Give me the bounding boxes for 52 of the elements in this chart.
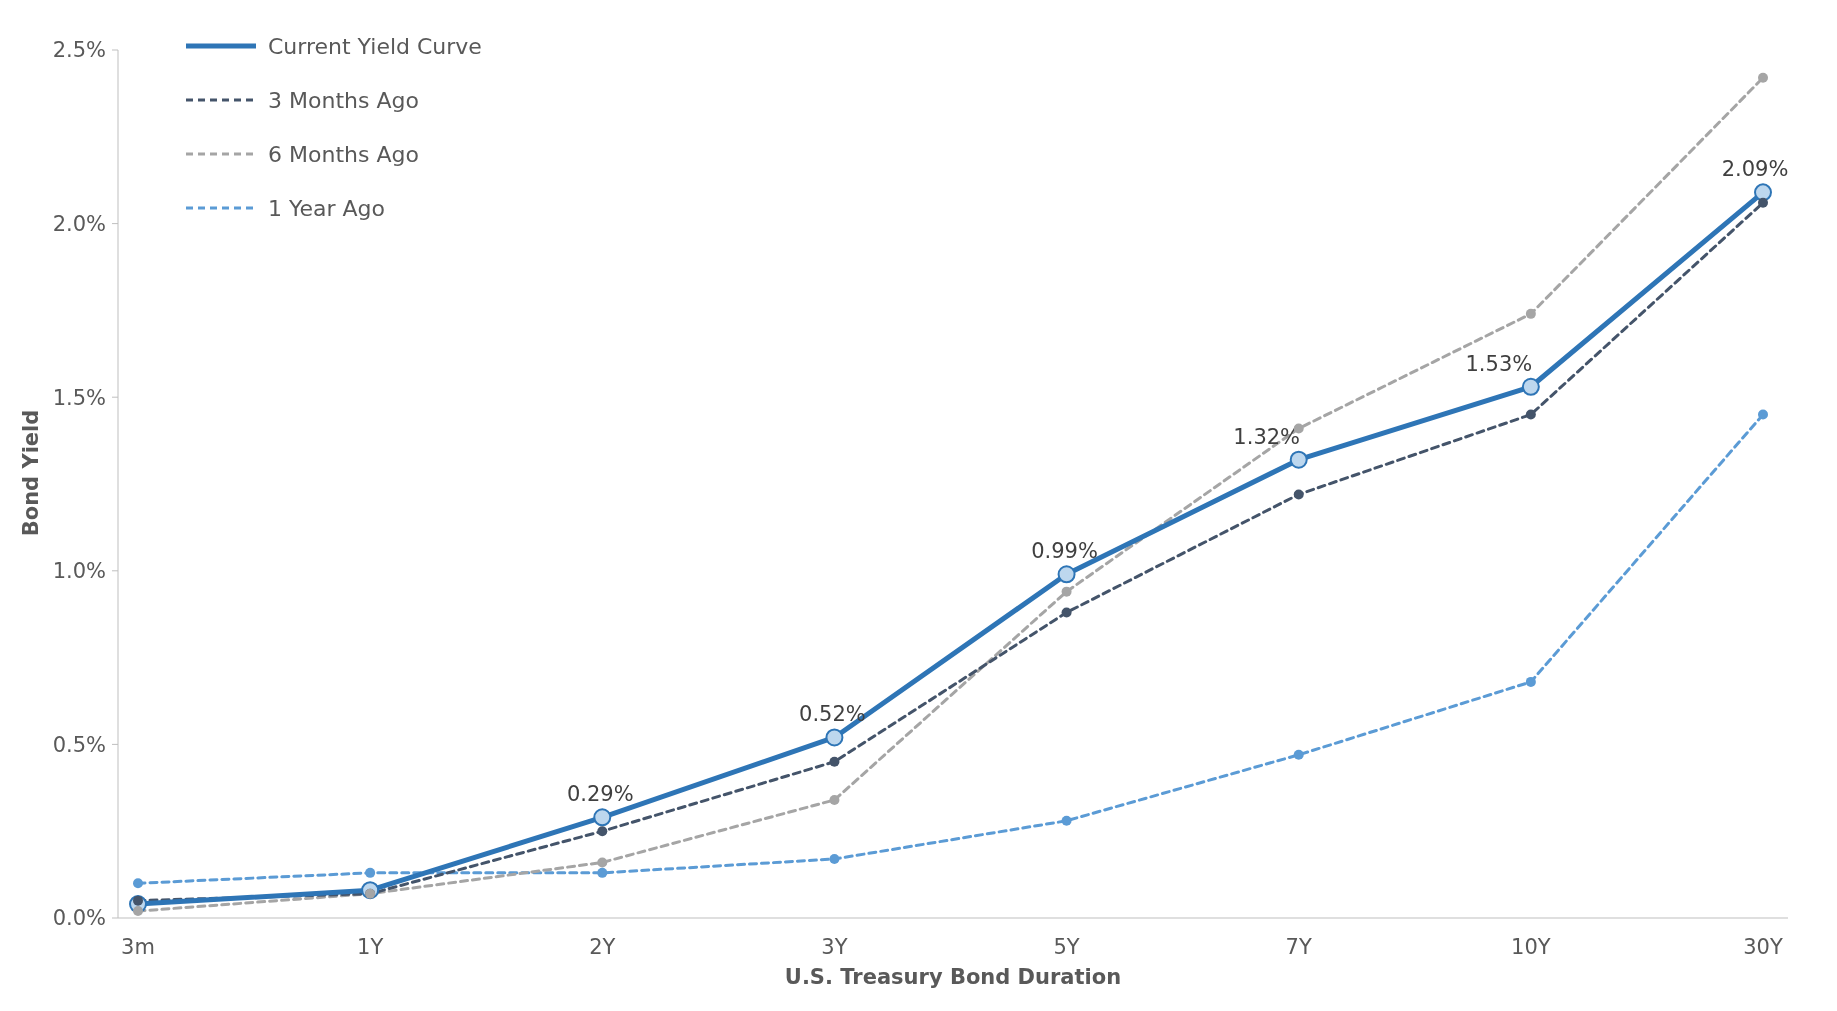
x-tick-label: 7Y — [1285, 935, 1312, 959]
point — [1293, 749, 1304, 760]
point — [1525, 308, 1536, 319]
data-label: 1.32% — [1233, 424, 1301, 449]
point — [597, 867, 608, 878]
data-label: 0.99% — [1031, 539, 1098, 564]
y-axis-title: Bond Yield — [19, 409, 43, 537]
x-tick-label: 3Y — [821, 935, 848, 959]
point — [1057, 565, 1076, 584]
point — [1525, 409, 1536, 420]
y-tick-label: 0.5% — [52, 732, 106, 757]
point — [829, 853, 840, 864]
legend-label: 3 Months Ago — [268, 87, 419, 113]
point — [133, 878, 143, 889]
y-tick-label: 2.5% — [52, 38, 106, 63]
point — [1293, 489, 1304, 500]
data-label: 2.09% — [1721, 157, 1789, 182]
x-tick-label: 30Y — [1743, 935, 1783, 959]
point — [1758, 197, 1768, 208]
data-label: 1.53% — [1465, 351, 1533, 376]
x-tick-label: 10Y — [1511, 935, 1551, 959]
point — [1061, 815, 1072, 826]
point — [829, 756, 840, 767]
point — [825, 728, 844, 747]
point — [597, 857, 608, 868]
point — [1758, 72, 1768, 83]
legend-label: 1 Year Ago — [268, 195, 386, 221]
y-tick-label: 1.0% — [52, 559, 106, 584]
legend-label: Current Yield Curve — [268, 33, 482, 59]
point — [1758, 409, 1768, 420]
point — [1754, 183, 1772, 202]
point — [1061, 586, 1072, 597]
point — [829, 794, 840, 805]
x-tick-label: 5Y — [1053, 935, 1080, 959]
y-tick-label: 0.0% — [52, 906, 106, 931]
point — [133, 906, 143, 917]
point — [1289, 450, 1308, 469]
y-tick-label: 2.0% — [52, 211, 106, 236]
data-label: 0.52% — [799, 702, 866, 727]
point — [1525, 676, 1536, 687]
point — [1521, 377, 1540, 396]
point — [1061, 607, 1072, 618]
data-label: 0.29% — [566, 782, 634, 807]
x-tick-label: 2Y — [589, 935, 616, 959]
legend-label: 6 Months Ago — [268, 141, 419, 167]
y-tick-label: 1.5% — [52, 385, 106, 410]
x-tick-label: 3m — [121, 935, 155, 959]
point — [365, 867, 376, 878]
x-axis-title: U.S. Treasury Bond Duration — [784, 965, 1122, 989]
point — [593, 808, 612, 827]
point — [597, 826, 608, 837]
x-tick-label: 1Y — [357, 935, 384, 959]
